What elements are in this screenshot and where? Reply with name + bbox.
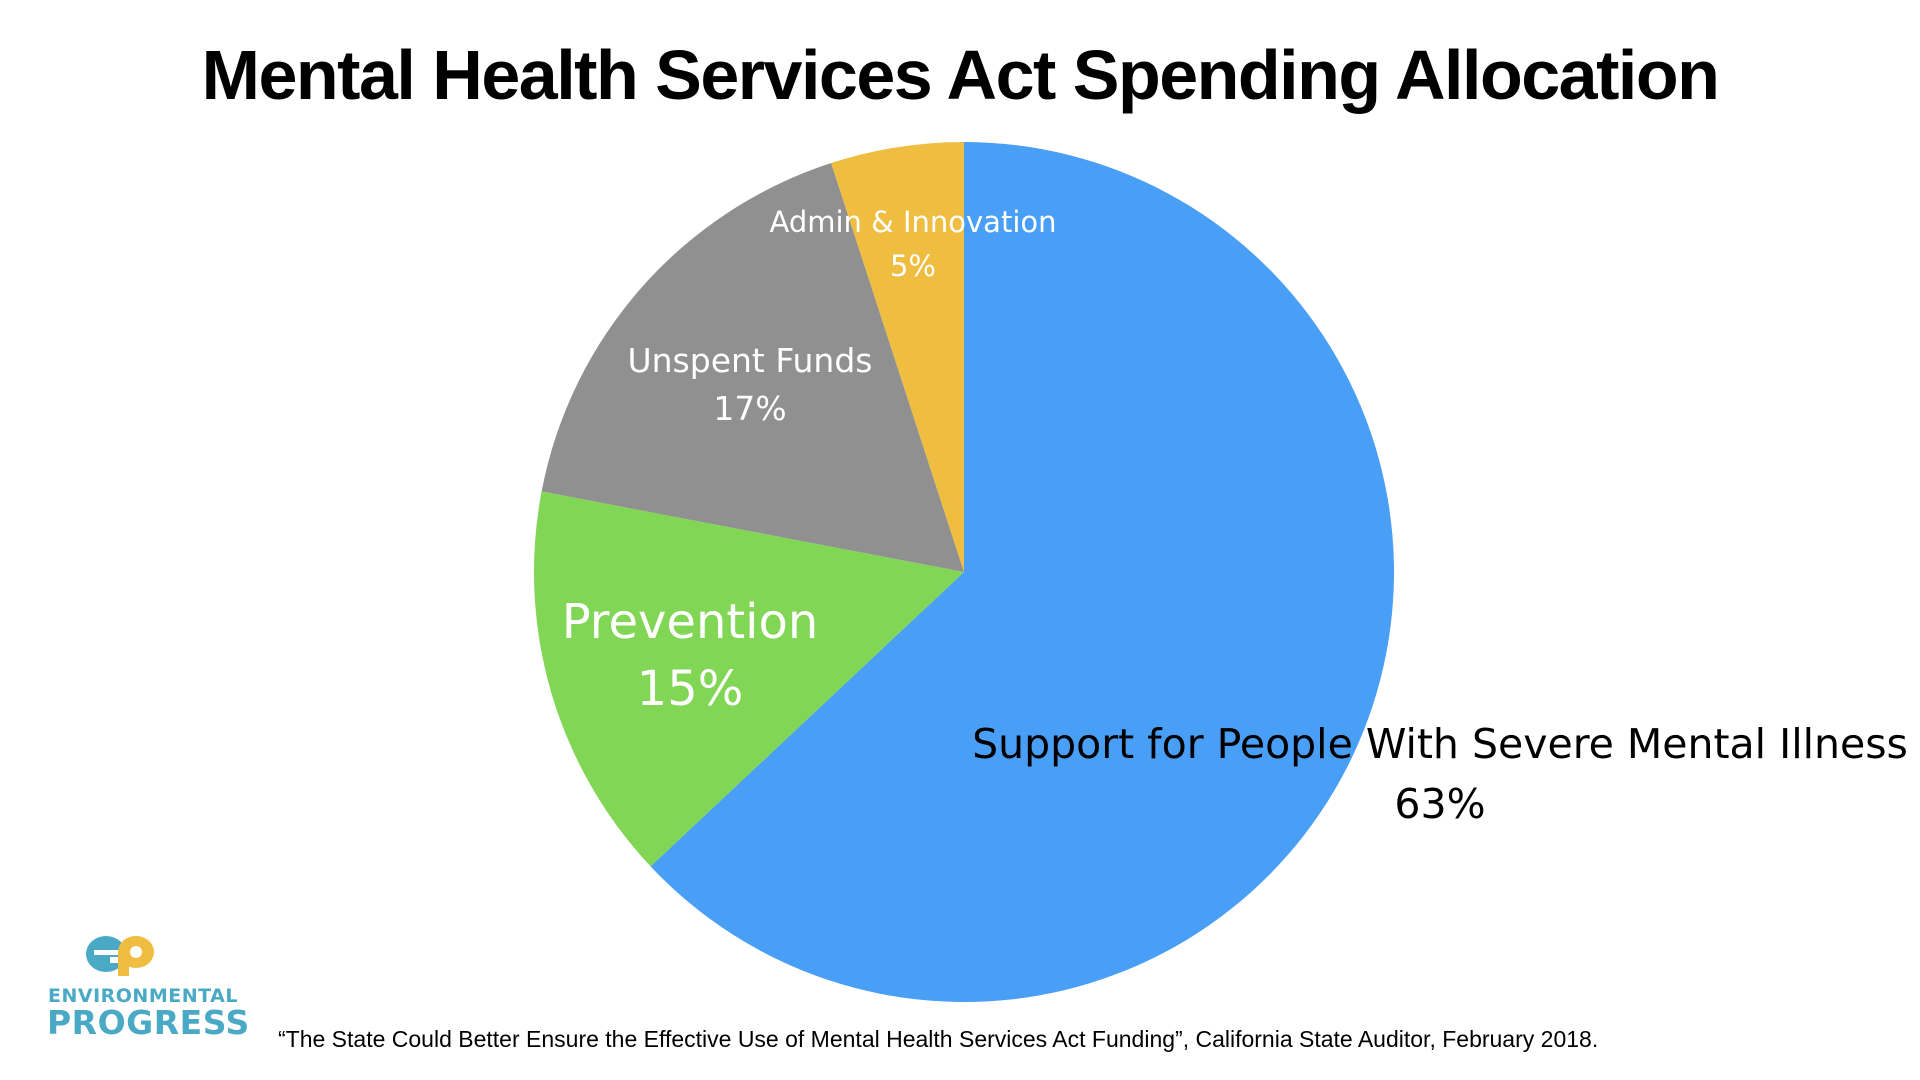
logo-text-progress: PROGRESS [47,1003,250,1042]
ep-mark-icon [86,936,154,976]
slice-value-unspent: 17% [713,389,786,428]
pie-slice-admin [831,142,964,572]
pie-slice-unspent [541,163,964,572]
slice-label-support: Support for People With Severe Mental Il… [972,720,1908,768]
slice-value-admin: 5% [890,249,936,283]
environmental-progress-logo [86,936,154,976]
pie-slice-prevention [533,491,964,867]
source-citation: “The State Could Better Ensure the Effec… [278,1026,1599,1052]
pie-slice-support [650,142,1394,1002]
slice-label-prevention: Prevention [562,594,819,650]
slice-value-support: 63% [1394,780,1485,828]
pie-slices [533,142,1394,1002]
slice-label-admin: Admin & Innovation [769,205,1056,239]
slice-value-prevention: 15% [637,661,744,717]
logo-text-environmental: ENVIRONMENTAL [48,985,238,1007]
chart-title: Mental Health Services Act Spending Allo… [201,36,1720,114]
pie-labels: Support for People With Severe Mental Il… [562,205,1908,828]
slice-label-unspent: Unspent Funds [627,341,872,380]
